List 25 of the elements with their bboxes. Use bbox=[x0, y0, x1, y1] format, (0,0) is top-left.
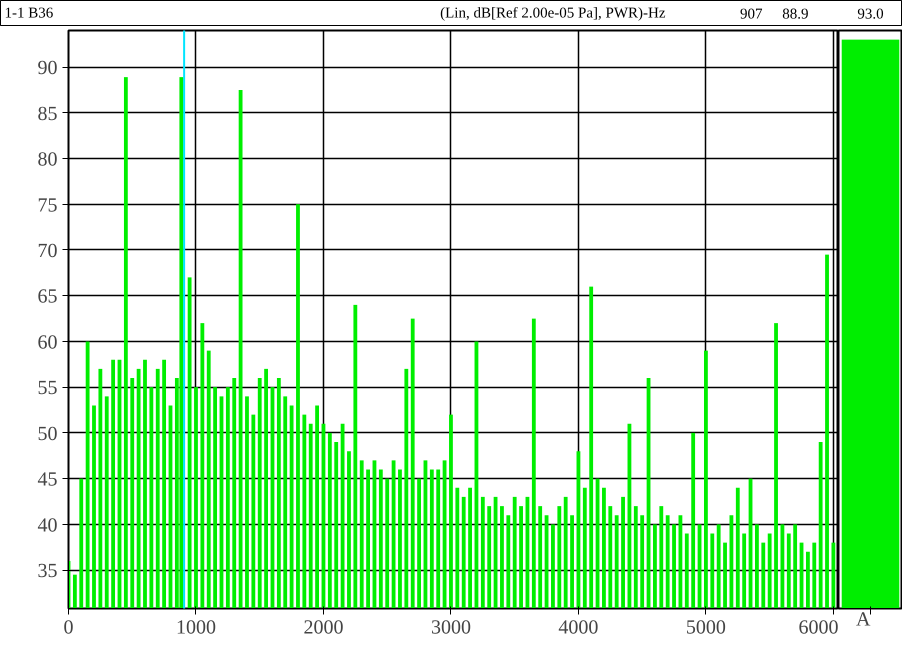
x-tick-label: 2000 bbox=[303, 616, 344, 638]
y-tick-label: 70 bbox=[38, 240, 58, 262]
text: 88.9 bbox=[782, 6, 808, 22]
y-tick-label: 75 bbox=[38, 194, 58, 216]
y-tick-label: 90 bbox=[38, 57, 58, 80]
x-tick-label: A bbox=[856, 608, 872, 630]
x-tick-label: 4000 bbox=[558, 616, 598, 638]
chart-subtitle: (Lin, dB[Ref 2.00e-05 Pa], PWR)-Hz bbox=[440, 6, 666, 22]
text: 907 bbox=[740, 6, 763, 22]
x-tick-label: 1000 bbox=[176, 616, 216, 638]
y-tick-label: 80 bbox=[38, 148, 58, 171]
x-tick-label: 0 bbox=[64, 616, 74, 638]
y-tick-label: 45 bbox=[38, 468, 58, 491]
y-tick-label: 85 bbox=[38, 102, 58, 125]
data-label: 93.0 bbox=[857, 6, 884, 22]
y-tick-label: 50 bbox=[38, 422, 58, 445]
x-tick-label: 3000 bbox=[430, 616, 471, 638]
y-tick-label: 65 bbox=[38, 286, 58, 308]
x-tick-label: 6000 bbox=[798, 616, 838, 638]
x-tick-label: 5000 bbox=[686, 616, 726, 638]
y-tick-label: 35 bbox=[38, 560, 58, 582]
y-tick-label: 60 bbox=[38, 331, 58, 354]
y-tick-label: 55 bbox=[38, 377, 58, 400]
y-tick-label: 40 bbox=[38, 514, 58, 536]
chart-title: 1-1 B36 bbox=[4, 6, 54, 22]
